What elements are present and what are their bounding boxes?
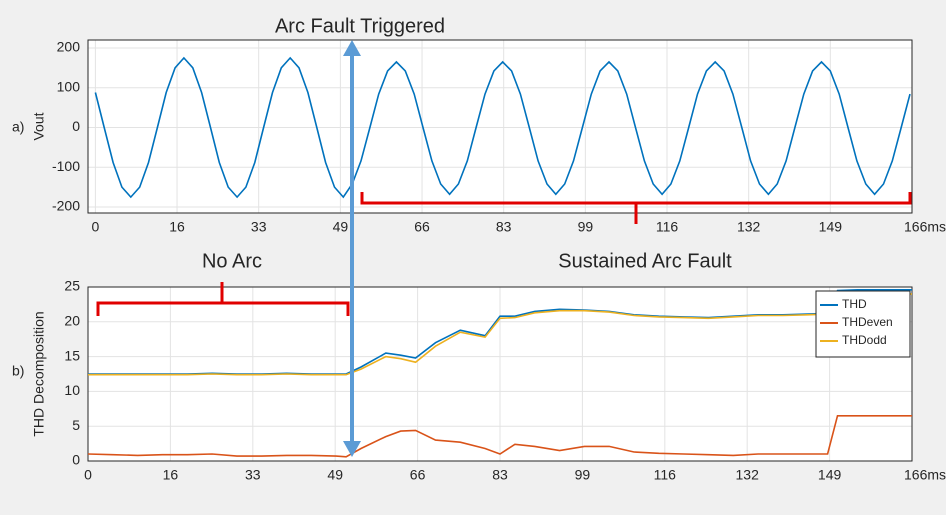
x-tick-label: 149 — [818, 467, 842, 483]
plot-area — [88, 40, 912, 213]
x-tick-label: 83 — [496, 219, 512, 235]
annotation: No Arc — [202, 250, 262, 272]
x-tick-label: 166ms — [904, 467, 946, 483]
no-arc-bracket — [96, 282, 350, 316]
y-axis-label: Vout — [31, 112, 47, 140]
x-tick-label: 16 — [163, 467, 179, 483]
x-tick-label: 149 — [819, 219, 843, 235]
x-tick-label: 116 — [654, 467, 677, 483]
decorations — [96, 40, 912, 457]
y-tick-label: -200 — [52, 198, 80, 214]
legend-label: THDodd — [842, 333, 887, 347]
x-tick-label: 66 — [414, 219, 430, 235]
y-tick-label: 5 — [72, 417, 80, 433]
x-tick-label: 116 — [656, 219, 679, 235]
x-tick-label: 49 — [333, 219, 349, 235]
legend-label: THDeven — [842, 315, 893, 329]
x-tick-label: 33 — [251, 219, 267, 235]
y-tick-label: 15 — [64, 347, 80, 363]
annotation: Arc Fault Triggered — [275, 15, 445, 37]
y-tick-label: 200 — [57, 39, 81, 55]
series-line — [88, 293, 912, 376]
x-tick-label: 16 — [169, 219, 185, 235]
x-tick-label: 33 — [245, 467, 261, 483]
x-tick-label: 132 — [736, 467, 760, 483]
x-tick-label: 49 — [327, 467, 343, 483]
x-tick-label: 99 — [578, 219, 594, 235]
y-tick-label: 20 — [64, 313, 80, 329]
sustained-bracket-top — [360, 192, 912, 224]
x-tick-label: 0 — [91, 219, 99, 235]
y-tick-label: 100 — [57, 78, 81, 94]
y-tick-label: 25 — [64, 278, 80, 294]
x-tick-label: 166ms — [904, 219, 946, 235]
series-line — [94, 56, 911, 199]
y-tick-label: 10 — [64, 382, 80, 398]
panel-label: b) — [12, 363, 24, 379]
x-tick-label: 66 — [410, 467, 426, 483]
legend-label: THD — [842, 297, 867, 311]
y-axis-label: THD Decomposition — [31, 311, 47, 436]
y-tick-label: 0 — [72, 452, 80, 468]
x-tick-label: 0 — [84, 467, 92, 483]
y-tick-label: -100 — [52, 158, 80, 174]
x-tick-label: 132 — [737, 219, 761, 235]
plot-frame — [87, 39, 913, 214]
y-tick-label: 0 — [72, 118, 80, 134]
x-tick-label: 83 — [492, 467, 508, 483]
annotation: Sustained Arc Fault — [558, 250, 732, 272]
panel-label: a) — [12, 119, 24, 135]
x-tick-label: 99 — [575, 467, 591, 483]
series-line — [87, 415, 912, 458]
